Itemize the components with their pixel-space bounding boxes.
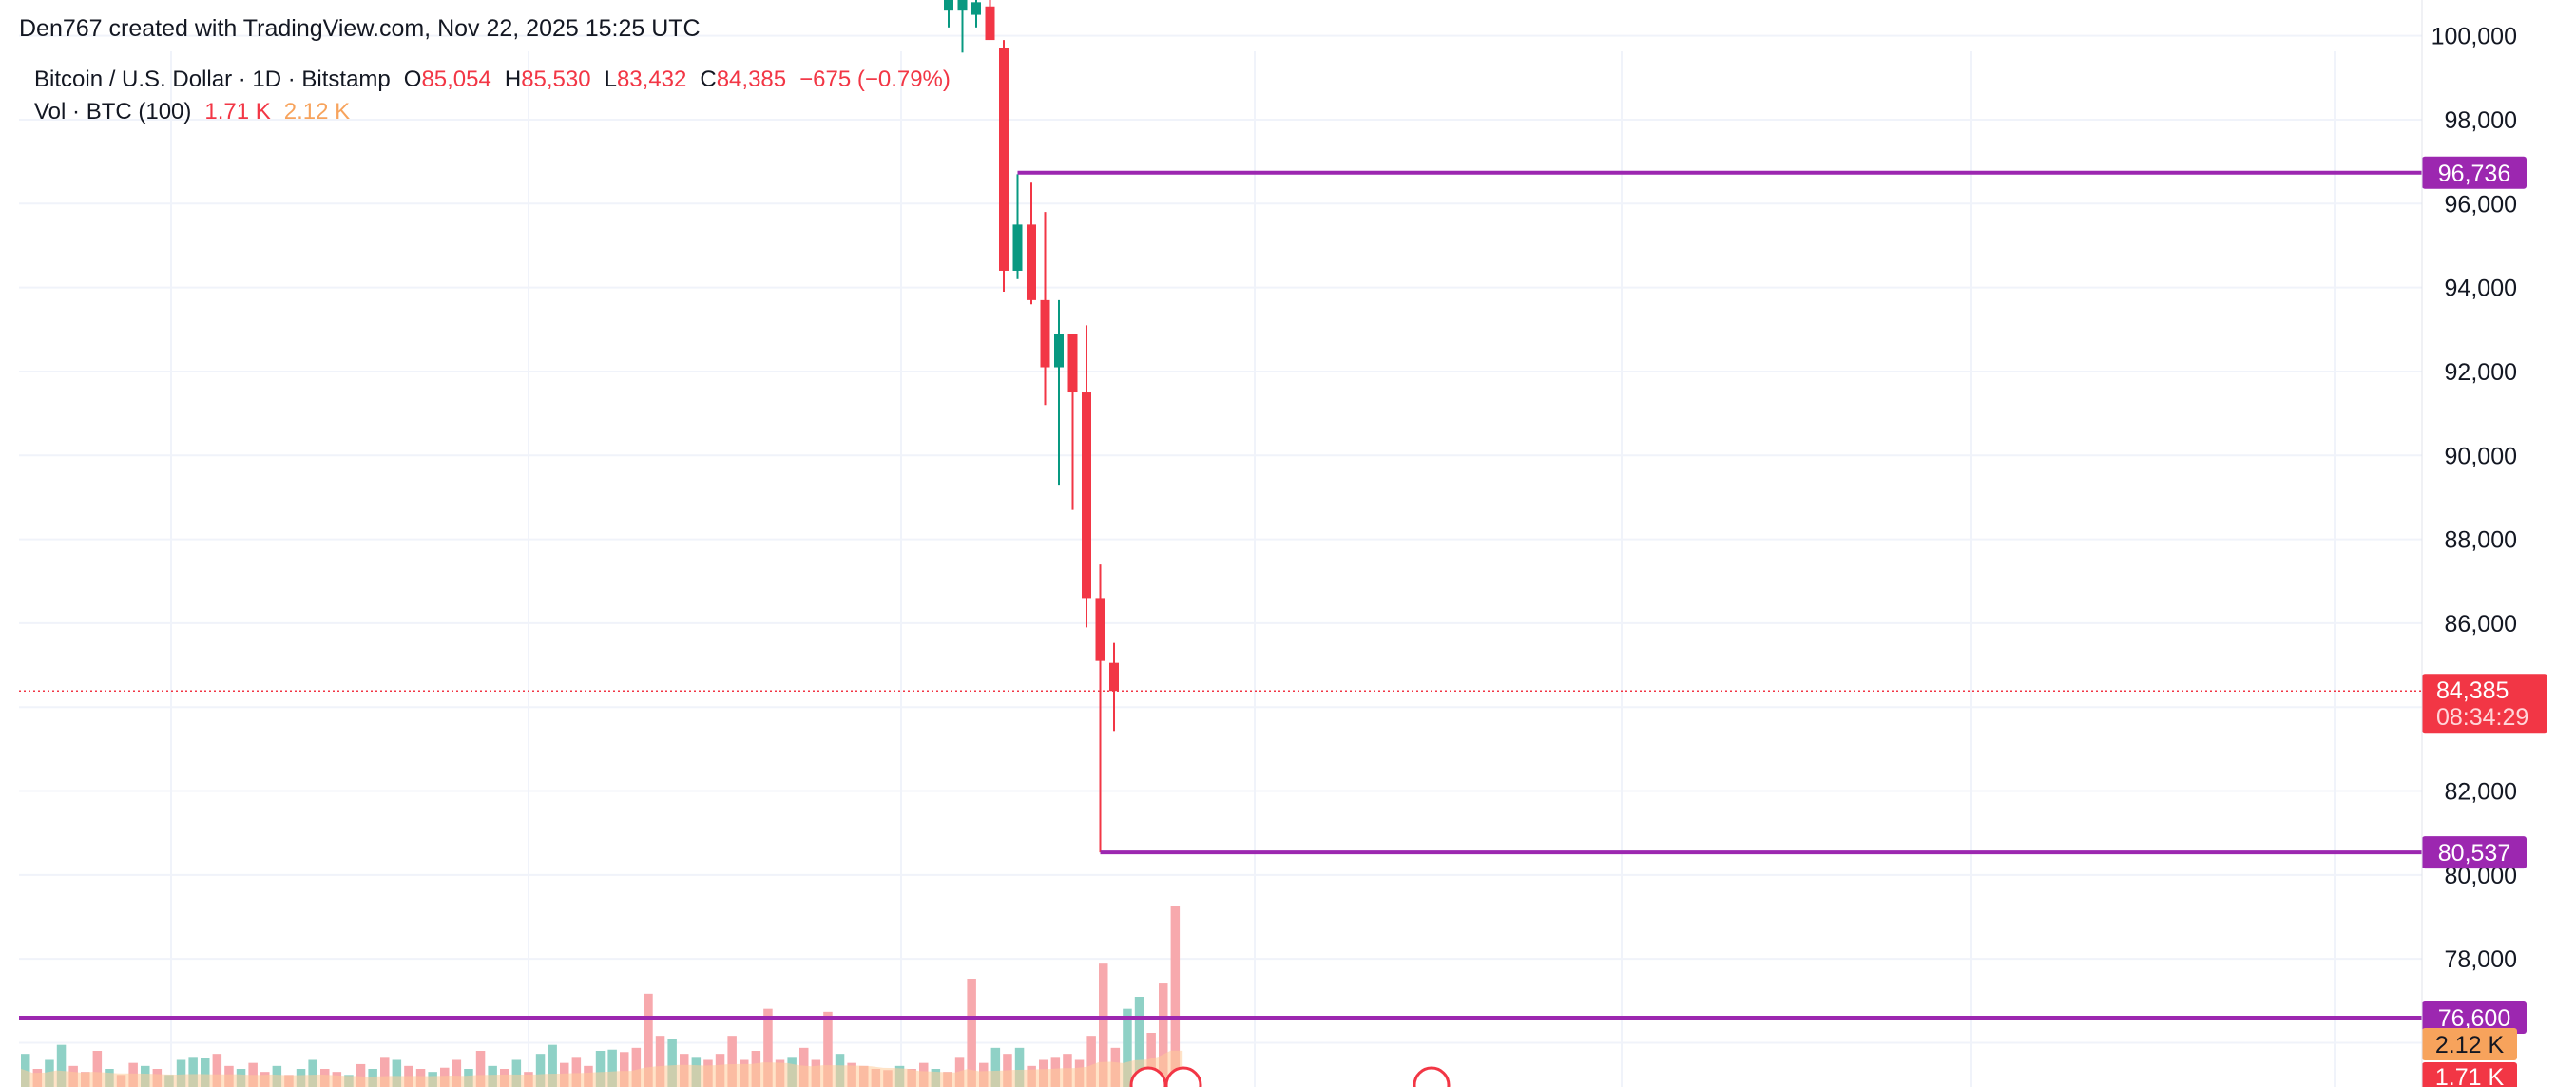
flag-icon bbox=[1413, 1066, 1451, 1087]
symbol-title: Bitcoin / U.S. Dollar · 1D · Bitstamp bbox=[34, 67, 391, 92]
high-value: 85,530 bbox=[521, 67, 591, 92]
y-tick-label: 88,000 bbox=[2445, 527, 2517, 554]
candle-body bbox=[999, 48, 1009, 271]
volume-bar bbox=[1170, 906, 1181, 1087]
volume-tag bbox=[2422, 1062, 2517, 1087]
volume-bar bbox=[380, 1057, 390, 1087]
volume-bar bbox=[571, 1057, 582, 1087]
price-level-label: 76,600 bbox=[2438, 1005, 2510, 1032]
close-label: C bbox=[700, 67, 717, 92]
volume-ma-area bbox=[21, 1050, 1183, 1087]
volume-tag-label: 1.71 K bbox=[2435, 1064, 2505, 1087]
tradingview-credit: Den767 created with TradingView.com, Nov… bbox=[19, 15, 701, 42]
current-price-label: 84,385 bbox=[2436, 677, 2509, 704]
candle-body bbox=[1012, 224, 1023, 271]
candle-body bbox=[1027, 224, 1036, 300]
volume-bar bbox=[1134, 997, 1144, 1087]
candle-body bbox=[1067, 334, 1078, 393]
volume-bar bbox=[548, 1044, 557, 1087]
volume-bar bbox=[655, 1036, 665, 1087]
volume-bar bbox=[475, 1051, 486, 1087]
volume-bar bbox=[763, 1008, 773, 1087]
volume-bar bbox=[356, 1063, 366, 1087]
volume-bar bbox=[56, 1044, 67, 1087]
volume-ma-value: 2.12 K bbox=[283, 99, 351, 124]
y-tick-label: 90,000 bbox=[2445, 443, 2517, 469]
price-level-tag bbox=[2422, 1001, 2527, 1035]
low-value: 83,432 bbox=[616, 67, 687, 92]
volume-bar bbox=[176, 1059, 186, 1087]
candle-body bbox=[1109, 662, 1119, 692]
volume-bar bbox=[727, 1036, 737, 1087]
y-tick-label: 86,000 bbox=[2445, 611, 2517, 638]
volume-bar bbox=[511, 1059, 522, 1087]
y-tick-label: 98,000 bbox=[2445, 107, 2517, 134]
volume-bar bbox=[201, 1058, 210, 1087]
y-tick-label: 96,000 bbox=[2445, 191, 2517, 218]
countdown-label: 08:34:29 bbox=[2436, 704, 2528, 731]
volume-bar bbox=[1123, 1008, 1132, 1087]
volume-bar bbox=[1159, 983, 1168, 1087]
y-tick-label: 92,000 bbox=[2445, 359, 2517, 386]
volume-value: 1.71 K bbox=[204, 99, 271, 124]
volume-bar bbox=[990, 1047, 1001, 1087]
volume-bar bbox=[452, 1059, 462, 1087]
volume-legend[interactable]: Vol · BTC (100) 1.71 K 2.12 K bbox=[34, 99, 350, 125]
y-tick-label: 82,000 bbox=[2445, 779, 2517, 806]
volume-bar bbox=[967, 979, 976, 1087]
candle-body bbox=[985, 6, 995, 41]
volume-bar bbox=[595, 1051, 606, 1087]
current-price-tag bbox=[2422, 674, 2547, 734]
candle-body bbox=[1095, 598, 1105, 661]
volume-bar bbox=[1014, 1047, 1025, 1087]
low-label: L bbox=[604, 67, 617, 92]
price-level-label: 80,537 bbox=[2438, 840, 2510, 867]
change-value: −675 (−0.79%) bbox=[799, 67, 951, 92]
high-label: H bbox=[504, 67, 522, 92]
volume-bar bbox=[308, 1059, 317, 1087]
volume-bar bbox=[188, 1057, 198, 1087]
volume-title: Vol · BTC (100) bbox=[34, 99, 192, 124]
candle-body bbox=[1054, 334, 1064, 368]
volume-bar bbox=[823, 1011, 833, 1087]
close-value: 84,385 bbox=[716, 67, 787, 92]
candle-body bbox=[971, 2, 981, 15]
volume-ma-tag bbox=[2422, 1028, 2517, 1060]
open-label: O bbox=[403, 67, 422, 92]
volume-bar bbox=[607, 1049, 617, 1087]
y-tick-label: 94,000 bbox=[2445, 276, 2517, 302]
price-level-tag bbox=[2422, 836, 2527, 869]
open-value: 85,054 bbox=[421, 67, 491, 92]
y-tick-label: 78,000 bbox=[2445, 946, 2517, 973]
candle-body bbox=[1082, 392, 1091, 599]
volume-bar bbox=[631, 1047, 642, 1087]
volume-bar bbox=[212, 1054, 222, 1087]
volume-bar bbox=[1086, 1036, 1096, 1087]
candle-body bbox=[957, 0, 968, 11]
volume-bar bbox=[392, 1059, 402, 1087]
price-level-tag bbox=[2422, 156, 2527, 189]
volume-bar bbox=[92, 1051, 103, 1087]
volume-bar bbox=[644, 993, 653, 1087]
candle-body bbox=[944, 0, 953, 11]
volume-ma-tag-label: 2.12 K bbox=[2435, 1032, 2505, 1058]
y-tick-label: 100,000 bbox=[2432, 24, 2517, 50]
price-level-label: 96,736 bbox=[2438, 161, 2510, 187]
volume-bar bbox=[620, 1052, 629, 1087]
volume-bar bbox=[535, 1054, 546, 1087]
candle-body bbox=[1040, 299, 1050, 368]
symbol-legend[interactable]: Bitcoin / U.S. Dollar · 1D · Bitstamp O … bbox=[34, 67, 951, 93]
volume-bar bbox=[1099, 963, 1108, 1087]
volume-bar bbox=[667, 1039, 677, 1087]
flag-icon bbox=[1164, 1066, 1202, 1087]
